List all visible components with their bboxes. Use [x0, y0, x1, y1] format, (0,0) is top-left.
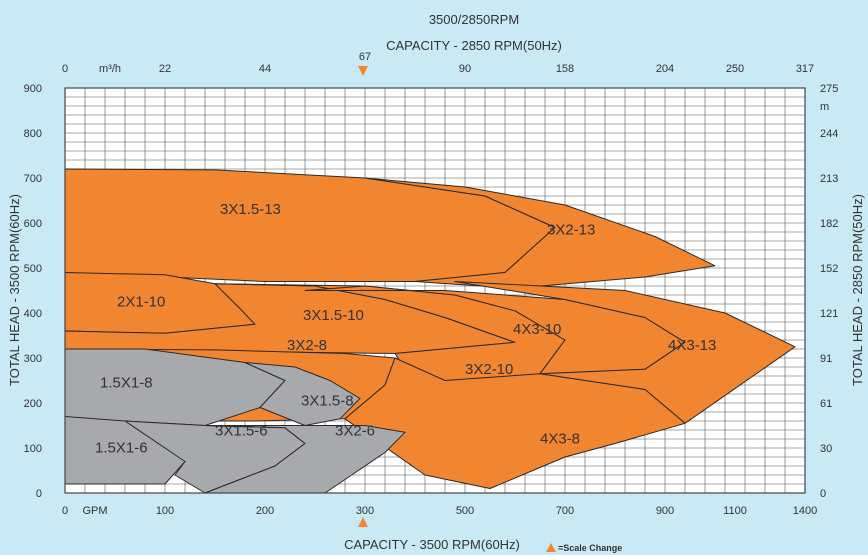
bottom-tick-label: 1100: [723, 505, 747, 517]
right-tick-label: 61: [820, 398, 832, 410]
left-tick-label: 600: [24, 218, 42, 230]
left-tick-label: 300: [24, 353, 42, 365]
region-label: 4X3-10: [513, 321, 561, 338]
top-tick-label: 22: [159, 63, 171, 75]
region-label: 3X1.5-8: [301, 392, 354, 409]
right-tick-label: 182: [820, 218, 838, 230]
left-tick-label: 200: [24, 398, 42, 410]
region-label: 3X1.5-13: [220, 201, 281, 218]
legend-marker: [546, 543, 556, 552]
left-tick-label: 900: [24, 83, 42, 95]
region-label: 3X2-10: [465, 361, 513, 378]
top-axis-title: CAPACITY - 2850 RPM(50Hz): [386, 38, 562, 53]
region-label: 3X2-8: [287, 337, 327, 354]
bottom-tick-label: 1400: [793, 505, 817, 517]
top-tick-label: 90: [459, 63, 471, 75]
bottom-tick-label: GPM: [82, 505, 107, 517]
left-axis-title: TOTAL HEAD - 3500 RPM(60Hz): [7, 194, 22, 386]
chart-title: 3500/2850RPM: [429, 12, 519, 27]
region-3x1-5-8: [244, 362, 361, 426]
left-tick-label: 400: [24, 308, 42, 320]
bottom-tick-label: 200: [256, 505, 274, 517]
right-tick-label: 244: [820, 128, 838, 140]
right-axis-title: TOTAL HEAD - 2850 RPM(50Hz): [850, 194, 865, 386]
region-3x2-13: [364, 177, 716, 289]
right-tick-label: 275: [820, 83, 838, 95]
top-tick-label: 317: [796, 63, 814, 75]
region-label: 2X1-10: [117, 293, 165, 310]
bottom-tick-label: 100: [156, 505, 174, 517]
bottom-tick-label: 700: [556, 505, 574, 517]
right-tick-label: 91: [820, 353, 832, 365]
bottom-tick-label: 300: [356, 505, 374, 517]
region-label: 1.5X1-8: [100, 374, 153, 391]
top-tick-label: 67: [359, 51, 371, 63]
scale-change-marker-top: [358, 66, 368, 76]
top-tick-label: 158: [556, 63, 574, 75]
left-tick-label: 0: [36, 488, 42, 500]
region-label: 1.5X1-6: [95, 440, 148, 457]
right-tick-label: 152: [820, 263, 838, 275]
top-tick-label: m³/h: [99, 63, 121, 75]
bottom-tick-label: 900: [656, 505, 674, 517]
top-tick-label: 204: [656, 63, 674, 75]
region-label: 3X1.5-6: [215, 422, 268, 439]
legend-text: =Scale Change: [558, 543, 622, 553]
left-tick-label: 100: [24, 443, 42, 455]
right-tick-label: 213: [820, 173, 838, 185]
region-label: 3X2-6: [335, 422, 375, 439]
right-tick-label: m: [820, 101, 829, 113]
region-label: 3X2-13: [547, 221, 595, 238]
left-tick-label: 700: [24, 173, 42, 185]
left-tick-label: 500: [24, 263, 42, 275]
region-label: 4X3-8: [540, 431, 580, 448]
top-tick-label: 44: [259, 63, 271, 75]
left-tick-label: 800: [24, 128, 42, 140]
regions: 3X1.5-13 3X2-13 2X1-10 3X1.5-10 3X2-10 4X3-10…: [64, 168, 796, 494]
bottom-tick-label: 0: [62, 505, 68, 517]
right-tick-label: 30: [820, 443, 832, 455]
bottom-tick-label: 500: [456, 505, 474, 517]
plot-border: [64, 87, 806, 494]
top-tick-label: 250: [726, 63, 744, 75]
region-4x3-8: [344, 357, 686, 489]
bottom-axis-title: CAPACITY - 3500 RPM(60Hz): [344, 537, 520, 552]
scale-change-marker-bottom: [358, 517, 368, 527]
region-label: 3X1.5-10: [303, 307, 364, 324]
right-tick-label: 0: [820, 488, 826, 500]
top-tick-label: 0: [62, 63, 68, 75]
right-tick-label: 121: [820, 308, 838, 320]
region-label: 4X3-13: [668, 337, 716, 354]
